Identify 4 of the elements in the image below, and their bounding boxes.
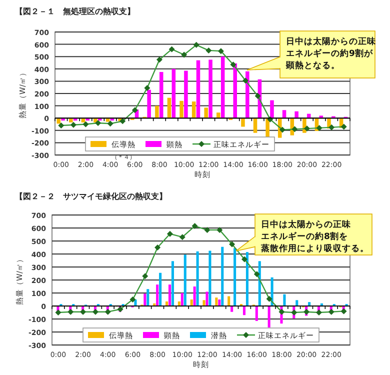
chart-title: 【図２－１ 無処理区の熱収支】 (15, 7, 135, 16)
chart-title: 【図２－２ サツマイモ緑化区の熱収支】 (15, 192, 167, 201)
annotation: 日中は太陽からの正味エネルギーの約9割が顕熱となる。 (285, 36, 377, 71)
annotation: 日中は太陽からの正味エネルギーの約8割を蒸散作用により吸収する。 (260, 219, 369, 254)
